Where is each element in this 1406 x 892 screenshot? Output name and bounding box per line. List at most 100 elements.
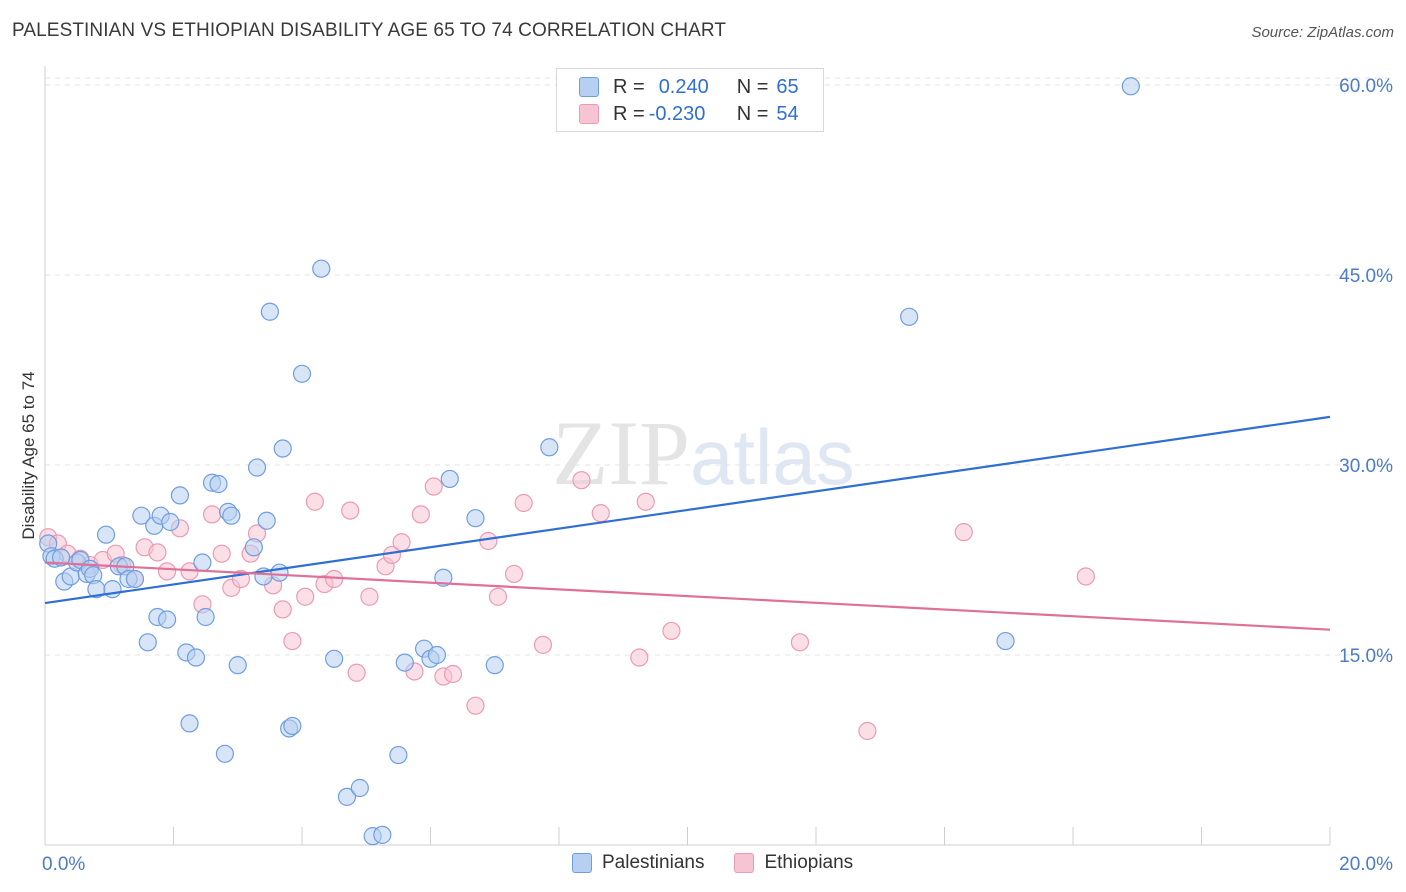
legend-r-value: -0.230 <box>648 102 706 125</box>
legend-row-ethiopians: R = -0.230 N = 54 <box>579 101 799 127</box>
y-tick-label: 60.0% <box>1339 76 1393 97</box>
palestinian-point <box>260 302 279 321</box>
palestinian-point <box>292 364 312 383</box>
ethiopian-point <box>212 544 231 563</box>
y-tick-label: 15.0% <box>1339 646 1393 667</box>
legend-swatch-ethiopians <box>579 104 599 124</box>
palestinian-point <box>247 458 267 477</box>
ethiopian-point <box>488 587 508 606</box>
x-tick-label-max: 20.0% <box>1339 854 1393 875</box>
palestinian-point <box>96 525 116 544</box>
ethiopian-point <box>1076 567 1095 586</box>
ethiopian-point <box>157 562 177 581</box>
series-legend: Palestinians Ethiopians <box>572 852 883 874</box>
ethiopian-point <box>858 721 877 741</box>
palestinian-point <box>440 469 459 489</box>
trend-lines <box>44 415 1331 631</box>
ethiopian-point <box>504 564 524 584</box>
palestinian-point <box>193 553 212 572</box>
ethiopians-points <box>39 471 1095 741</box>
legend-r-label: R = <box>613 75 645 98</box>
ethiopian-point <box>305 492 324 511</box>
palestinian-point <box>157 610 177 629</box>
legend-label-ethiopians: Ethiopians <box>764 852 854 873</box>
palestinian-point <box>540 438 559 457</box>
legend-row-palestinians: R = 0.240 N = 65 <box>579 74 799 100</box>
palestinian-point <box>138 633 157 652</box>
ethiopian-point <box>392 533 411 552</box>
source-credit: Source: ZipAtlas.com <box>1251 24 1394 41</box>
y-tick-labels: 15.0% 30.0% 45.0% 60.0% <box>1339 76 1393 667</box>
legend-n-label: N = <box>736 102 769 125</box>
ethiopian-point <box>341 501 360 520</box>
ethiopian-point <box>514 493 533 513</box>
palestinian-point <box>51 548 71 567</box>
watermark-atlas: atlas <box>690 413 855 501</box>
legend-n-value: 54 <box>776 102 799 125</box>
ethiopian-point <box>443 664 463 684</box>
legend-n-value: 65 <box>776 75 799 98</box>
palestinian-point <box>485 656 504 675</box>
ethiopian-point <box>283 631 302 651</box>
ethiopian-point <box>411 505 430 524</box>
legend-n-label: N = <box>736 75 769 98</box>
ethiopians-trend-line <box>44 561 1331 631</box>
ethiopian-point <box>572 471 591 490</box>
palestinian-point <box>215 744 234 763</box>
correlation-legend: R = 0.240 N = 65 R = -0.230 N = 54 <box>556 68 824 132</box>
palestinian-point <box>395 653 414 672</box>
palestinian-point <box>196 607 215 627</box>
palestinian-point <box>350 778 369 798</box>
palestinian-point <box>373 825 392 844</box>
palestinian-point <box>434 568 453 587</box>
palestinian-point <box>466 509 485 528</box>
ethiopian-point <box>347 663 366 682</box>
palestinians-points <box>39 77 1140 846</box>
ethiopian-point <box>148 543 167 562</box>
legend-swatch-ethiopians <box>734 853 755 873</box>
palestinian-point <box>996 631 1015 651</box>
palestinian-point <box>132 506 151 525</box>
palestinian-point <box>337 787 357 806</box>
legend-swatch-palestinians <box>579 77 599 97</box>
y-tick-label: 45.0% <box>1339 266 1393 287</box>
palestinian-point <box>1121 77 1140 96</box>
palestinian-point <box>257 511 276 530</box>
legend-item-ethiopians: Ethiopians <box>734 852 853 874</box>
watermark-zip: ZIP <box>552 402 690 504</box>
chart-title: PALESTINIAN VS ETHIOPIAN DISABILITY AGE … <box>12 20 727 41</box>
ethiopian-point <box>273 600 292 619</box>
ethiopian-point <box>630 648 649 667</box>
ethiopian-point <box>533 635 553 654</box>
legend-r-value: 0.240 <box>658 75 709 98</box>
ethiopian-point <box>202 505 222 524</box>
palestinian-point <box>270 563 289 582</box>
palestinian-point <box>427 645 447 665</box>
legend-label-palestinians: Palestinians <box>602 852 705 873</box>
palestinian-point <box>186 648 206 667</box>
axes <box>44 66 1331 846</box>
ethiopian-point <box>636 492 655 511</box>
palestinian-point <box>244 538 263 557</box>
ethiopian-point <box>954 523 973 542</box>
ethiopian-point <box>662 621 681 641</box>
palestinian-point <box>325 649 344 668</box>
palestinian-point <box>389 745 408 765</box>
x-tick-label-min: 0.0% <box>42 854 85 875</box>
ethiopian-point <box>790 633 810 652</box>
palestinian-point <box>228 656 247 675</box>
palestinian-point <box>900 307 919 326</box>
palestinian-point <box>161 512 180 532</box>
ethiopian-point <box>479 531 498 551</box>
palestinian-point <box>125 569 145 589</box>
ethiopian-point <box>466 696 485 715</box>
ethiopian-point <box>591 504 610 523</box>
ethiopian-point <box>360 587 379 606</box>
palestinian-point <box>273 439 292 458</box>
palestinian-point <box>222 506 241 525</box>
palestinian-point <box>170 486 190 505</box>
y-axis-label: Disability Age 65 to 74 <box>19 371 38 539</box>
x-tick-labels: 0.0% 20.0% <box>42 854 1393 875</box>
watermark: ZIPatlas <box>552 400 855 506</box>
